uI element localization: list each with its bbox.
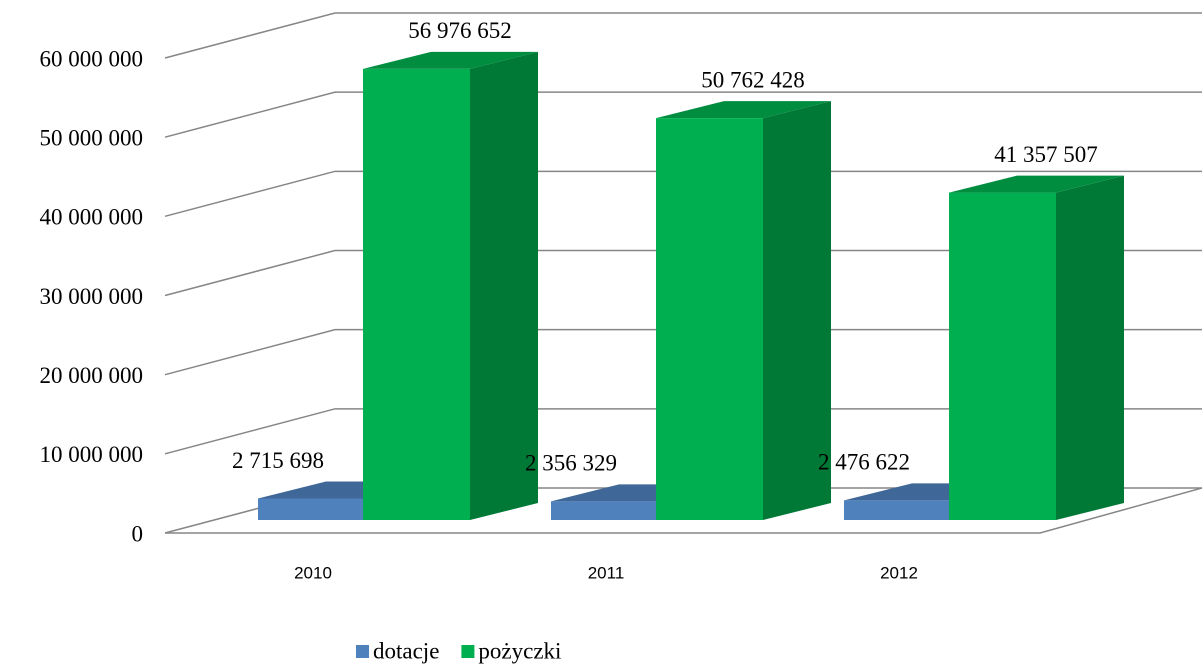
y-tick-label: 20 000 000 bbox=[40, 363, 144, 388]
grid-line bbox=[164, 249, 1202, 297]
bar bbox=[258, 498, 363, 520]
grid-line bbox=[164, 328, 1202, 376]
y-tick-label: 50 000 000 bbox=[40, 125, 144, 150]
bar-top bbox=[656, 101, 831, 119]
grid-line bbox=[164, 170, 1202, 218]
bar bbox=[949, 192, 1056, 520]
x-tick-label: 2011 bbox=[588, 563, 625, 582]
data-label: 50 762 428 bbox=[701, 67, 805, 92]
data-label: 41 357 507 bbox=[994, 142, 1098, 167]
bar-side bbox=[763, 101, 831, 521]
bar-top bbox=[363, 51, 538, 69]
grid-line bbox=[164, 91, 1202, 138]
x-tick-label: 2012 bbox=[880, 563, 918, 582]
y-tick-label: 60 000 000 bbox=[40, 46, 144, 71]
y-tick-label: 0 bbox=[132, 521, 144, 546]
x-tick-label: 2010 bbox=[294, 563, 332, 582]
bar bbox=[363, 68, 470, 520]
bar-side bbox=[1056, 175, 1124, 520]
legend-swatch bbox=[461, 645, 475, 658]
legend-label: pożyczki bbox=[478, 638, 561, 663]
y-tick-label: 30 000 000 bbox=[40, 284, 144, 309]
bar bbox=[844, 500, 949, 520]
data-label: 2 715 698 bbox=[232, 448, 324, 473]
grid-line bbox=[164, 408, 1202, 455]
bar bbox=[656, 118, 763, 521]
data-label: 2 356 329 bbox=[525, 451, 617, 476]
data-label: 56 976 652 bbox=[408, 18, 512, 43]
floor bbox=[165, 487, 1202, 534]
bar-side bbox=[470, 51, 538, 520]
bar-top bbox=[949, 175, 1124, 193]
y-tick-label: 40 000 000 bbox=[40, 205, 144, 230]
y-tick-label: 10 000 000 bbox=[40, 442, 144, 467]
legend-swatch bbox=[356, 645, 369, 658]
bar bbox=[551, 501, 656, 520]
grid-line bbox=[164, 12, 1202, 59]
data-label: 2 476 622 bbox=[818, 450, 910, 475]
legend-label: dotacje bbox=[373, 638, 439, 663]
